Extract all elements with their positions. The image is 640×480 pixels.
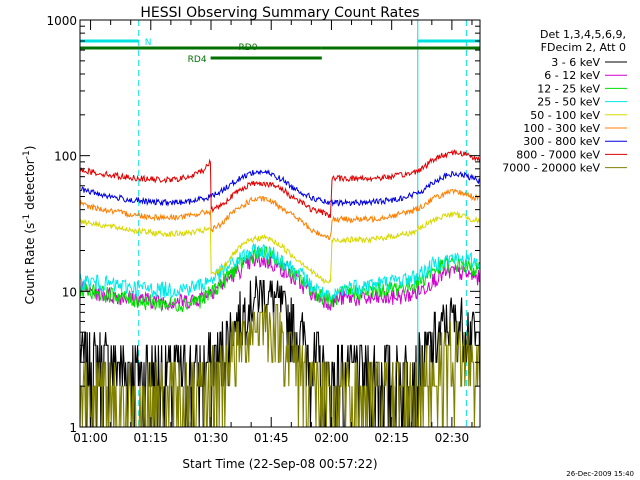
annotation-label-rd0: RD0 — [239, 43, 258, 53]
y-axis-label: Count Rate (s-1 detector-1) — [22, 146, 37, 305]
y-axis-label-main: Count Rate (s — [23, 223, 37, 305]
annotation-label-n: N — [145, 38, 152, 48]
legend-label-2: 12 - 25 keV — [537, 82, 600, 95]
plot-frame — [79, 19, 481, 428]
series-line-2 — [79, 245, 481, 313]
x-tick-label: 02:30 — [435, 431, 470, 445]
legend-label-6: 300 - 800 keV — [523, 135, 600, 148]
axis-ticks: 1 10 100 1000 01:00 01:15 01:30 01:45 02:00 02:15… — [46, 14, 480, 445]
x-tick-label: 01:15 — [133, 431, 168, 445]
legend-label-4: 50 - 100 keV — [530, 109, 600, 122]
series-line-4 — [79, 210, 481, 285]
y-axis-label-sup1: -1 — [22, 214, 32, 223]
y-tick-label: 10 — [62, 285, 77, 299]
annotation-label-rd4: RD4 — [188, 55, 207, 65]
legend-header-line-1: Det 1,3,4,5,6,9, — [540, 28, 626, 41]
y-axis-label-mid: detector — [23, 159, 37, 214]
x-tick-label: 02:15 — [374, 431, 409, 445]
chart-title: HESSI Observing Summary Count Rates — [140, 5, 419, 21]
legend-label-5: 100 - 300 keV — [523, 122, 600, 135]
y-tick-label: 100 — [54, 150, 77, 164]
eclipse-markers — [138, 20, 467, 427]
series-line-6 — [79, 168, 481, 207]
legend-label-1: 6 - 12 keV — [544, 69, 600, 82]
x-tick-label: 01:45 — [254, 431, 289, 445]
series-line-5 — [79, 188, 481, 240]
legend-label-8: 7000 - 20000 keV — [502, 162, 600, 175]
x-tick-label: 02:00 — [314, 431, 349, 445]
y-axis-label-end: ) — [23, 146, 37, 151]
timestamp: 26-Dec-2009 15:40 — [566, 470, 634, 478]
annotation-bars: N RD0 RD4 — [80, 38, 480, 65]
x-tick-label: 01:30 — [194, 431, 229, 445]
legend-label-0: 3 - 6 keV — [551, 56, 600, 69]
legend-label-3: 25 - 50 keV — [537, 96, 600, 109]
series-line-3 — [79, 242, 481, 301]
legend-label-7: 800 - 7000 keV — [516, 148, 600, 161]
y-tick-label: 1000 — [46, 14, 77, 28]
x-tick-label: 01:00 — [73, 431, 108, 445]
legend-header-line-2: FDecim 2, Att 0 — [541, 41, 626, 54]
series-line-7 — [79, 149, 481, 218]
x-axis-label: Start Time (22-Sep-08 00:57:22) — [182, 457, 377, 471]
y-axis-label-sup2: -1 — [22, 150, 32, 159]
y-tick-label: 1 — [69, 421, 77, 435]
